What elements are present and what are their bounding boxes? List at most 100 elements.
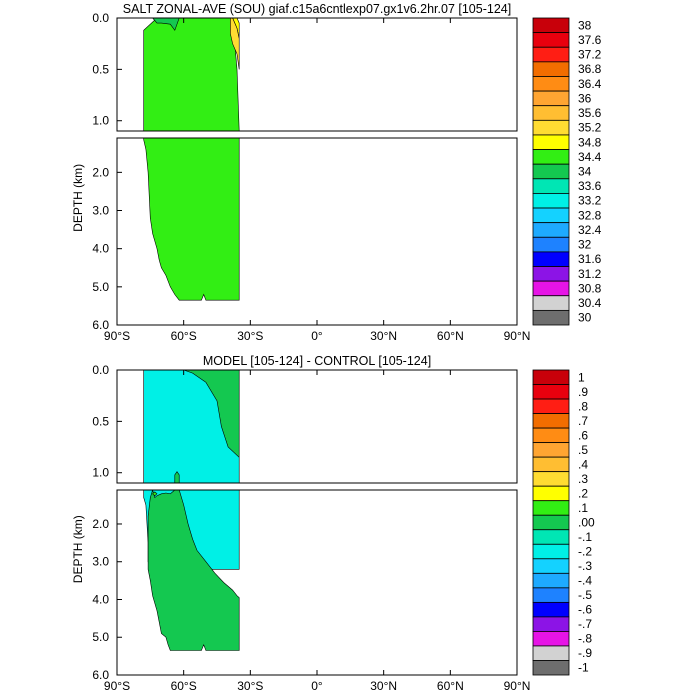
- colorbar-label: 33.2: [578, 194, 602, 208]
- y-axis-label: DEPTH (km): [71, 164, 85, 232]
- colorbar-swatch: [532, 76, 570, 92]
- colorbar-swatch: [532, 32, 570, 48]
- colorbar-label: .4: [578, 457, 588, 471]
- x-tick-label: 30°S: [237, 329, 263, 343]
- colorbar-swatch: [532, 413, 570, 429]
- y-tick-label: 1.0: [92, 114, 109, 128]
- colorbar-label: -.1: [578, 530, 592, 544]
- colorbar-swatch: [532, 471, 570, 487]
- y-tick-label: 0.5: [92, 414, 109, 428]
- colorbar-swatch: [532, 384, 570, 400]
- colorbar-label: -.9: [578, 646, 592, 660]
- colorbar-swatch: [532, 442, 570, 458]
- colorbar-label: 34: [578, 165, 592, 179]
- y-tick-label: 2.0: [92, 517, 109, 531]
- colorbar-label: 35.6: [578, 106, 602, 120]
- colorbar-label: .5: [578, 443, 588, 457]
- colorbar-label: 32.4: [578, 223, 602, 237]
- upper-field: [143, 18, 240, 131]
- colorbar-label: 36.8: [578, 62, 602, 76]
- colorbar-swatch: [532, 309, 570, 326]
- colorbar-label: 37.6: [578, 33, 602, 47]
- colorbar-label: 30.4: [578, 296, 602, 310]
- y-tick-label: 6.0: [92, 318, 109, 332]
- colorbar-swatch: [532, 251, 570, 267]
- colorbar-swatch: [532, 572, 570, 589]
- colorbar-label: .9: [578, 385, 588, 399]
- colorbar-swatch: [532, 645, 570, 661]
- chart-title: MODEL [105-124] - CONTROL [105-124]: [203, 354, 431, 368]
- colorbar-swatch: [532, 149, 570, 165]
- colorbar-swatch: [532, 295, 570, 311]
- colorbar-label: -.8: [578, 632, 592, 646]
- colorbar-label: 32.8: [578, 208, 602, 222]
- colorbar-label: .2: [578, 486, 588, 500]
- colorbar-label: 34.4: [578, 150, 602, 164]
- colorbar-label: -.6: [578, 603, 592, 617]
- colorbar-swatch: [532, 601, 570, 618]
- y-tick-label: 3.0: [92, 204, 109, 218]
- colorbar-swatch: [532, 280, 570, 297]
- colorbar-label: .6: [578, 428, 588, 442]
- x-tick-label: 0°: [311, 329, 323, 343]
- difference-panel: MODEL [105-124] - CONTROL [105-124] 90°S 6…: [71, 354, 595, 693]
- colorbar-label: .3: [578, 472, 588, 486]
- colorbar-swatch: [532, 616, 570, 632]
- x-tick-label: 0°: [311, 679, 323, 693]
- colorbar-swatch: [532, 178, 570, 194]
- colorbar-swatch: [532, 529, 570, 545]
- x-tick-label: 60°S: [171, 679, 197, 693]
- colorbar-label: 33.6: [578, 179, 602, 193]
- colorbar-label: -.4: [578, 574, 592, 588]
- lower-field: [143, 490, 240, 651]
- colorbar-label: 37.2: [578, 48, 602, 62]
- y-tick-label: 4.0: [92, 592, 109, 606]
- region-0.1-0.2-lower: [152, 491, 158, 497]
- region-34.0-34.4-upper: [145, 18, 180, 31]
- y-tick-label: 0.0: [92, 11, 109, 25]
- colorbar-swatch: [532, 485, 570, 502]
- colorbar-label: 31.6: [578, 252, 602, 266]
- x-tick-label: 60°N: [437, 679, 464, 693]
- colorbar-swatch: [532, 46, 570, 63]
- x-tick-label: 90°N: [504, 329, 531, 343]
- x-tick-label: 30°N: [370, 329, 397, 343]
- colorbar-label: -.7: [578, 617, 592, 631]
- lower-field: [143, 138, 240, 301]
- colorbar-swatch: [532, 456, 570, 473]
- colorbar-swatch: [532, 163, 570, 180]
- colorbar-swatch: [532, 369, 570, 385]
- colorbar-swatch: [532, 514, 570, 531]
- colorbar-label: -.5: [578, 588, 592, 602]
- colorbar-label: 31.2: [578, 267, 602, 281]
- y-tick-label: 4.0: [92, 242, 109, 256]
- region-35.2-35.6-upper: [230, 18, 240, 70]
- colorbar-label: -1: [578, 661, 589, 675]
- x-tick-label: 90°S: [104, 329, 130, 343]
- colorbar-swatch: [532, 105, 570, 121]
- colorbar-swatch: [532, 587, 570, 603]
- colorbar-label: .1: [578, 501, 588, 515]
- x-tick-label: 60°S: [171, 329, 197, 343]
- region-0.0-0.1-lower: [147, 490, 240, 651]
- colorbar-swatch: [532, 236, 570, 253]
- colorbar-swatch: [532, 207, 570, 224]
- colorbar-swatch: [532, 134, 570, 150]
- y-axis-label: DEPTH (km): [71, 515, 85, 583]
- y-tick-label: 0.5: [92, 62, 109, 76]
- colorbar-label: 1: [578, 370, 585, 384]
- chart-title: SALT ZONAL-AVE (SOU) giaf.c15a6cntlexp07…: [123, 2, 511, 16]
- x-tick-label: 60°N: [437, 329, 464, 343]
- colorbar-label: .00: [578, 516, 595, 530]
- x-tick-label: 30°N: [370, 679, 397, 693]
- colorbar-swatch: [532, 266, 570, 282]
- colorbar-label: .7: [578, 414, 588, 428]
- colorbar-swatch: [532, 543, 570, 560]
- region-0.0-0.1-upper: [174, 471, 180, 483]
- colorbar-swatch: [532, 90, 570, 107]
- y-tick-label: 5.0: [92, 630, 109, 644]
- region-34.4-34.8-lower: [143, 138, 240, 301]
- x-tick-label: 90°S: [104, 679, 130, 693]
- y-tick-label: 2.0: [92, 165, 109, 179]
